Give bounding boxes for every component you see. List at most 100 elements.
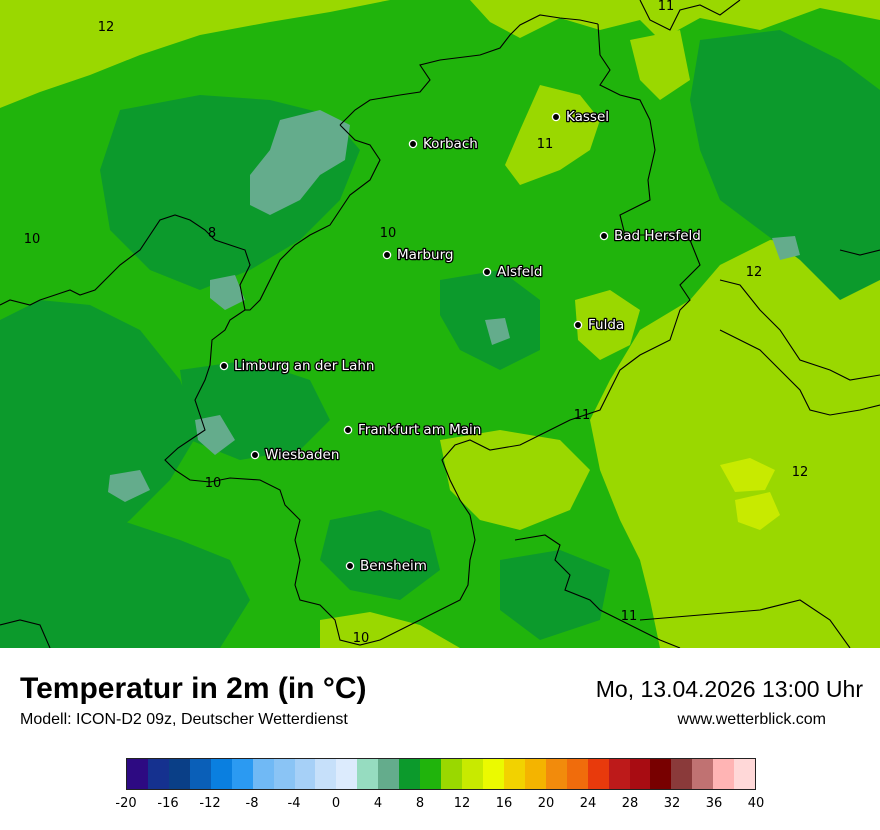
legend-swatch <box>189 759 211 789</box>
legend-swatch <box>462 759 483 789</box>
state-border-east-lower <box>719 329 880 416</box>
city-marburg: Marburg <box>382 246 455 264</box>
color-legend: -20 -16 -12 -8 -4 0 4 8 12 16 20 24 28 32 36 40 <box>105 755 775 825</box>
legend-swatch <box>273 759 295 789</box>
city-alsfeld: Alsfeld <box>482 263 544 281</box>
hesse-border <box>0 0 880 648</box>
legend-tick-label: 32 <box>663 796 681 811</box>
city-dot <box>345 561 355 571</box>
legend-tick-label: 36 <box>705 796 723 811</box>
temperature-field-layer <box>0 0 880 648</box>
legend-swatch <box>357 759 379 789</box>
isotherm-label: 10 <box>24 232 41 247</box>
valid-datetime: Mo, 13.04.2026 13:00 Uhr <box>595 676 863 702</box>
legend-swatch <box>127 759 148 789</box>
cold-spot-rothaar <box>250 110 350 215</box>
legend-tick-label: 40 <box>747 796 765 811</box>
isotherm-label: 11 <box>621 609 638 624</box>
city-dot <box>482 267 492 277</box>
isotherm-label: 12 <box>98 20 115 35</box>
city-label: Bensheim <box>360 558 427 574</box>
warm-zone-kassel <box>505 85 600 185</box>
city-dot <box>250 450 260 460</box>
state-border-southeast <box>514 534 681 648</box>
legend-tick-label: -8 <box>245 796 259 811</box>
legend-swatch <box>524 759 546 789</box>
cool-zone-southwest <box>0 520 250 648</box>
legend-swatch <box>147 759 169 789</box>
city-label: Frankfurt am Main <box>358 422 481 438</box>
city-label: Marburg <box>397 247 453 263</box>
city-label: Kassel <box>566 109 609 125</box>
state-border-south <box>639 599 851 648</box>
city-dot <box>219 361 229 371</box>
city-frankfurt-am-main: Frankfurt am Main <box>343 421 483 439</box>
legend-tick-label: 16 <box>495 796 513 811</box>
legend-swatch <box>587 759 609 789</box>
legend-color-bar <box>126 758 756 790</box>
cold-spot-vogelsberg <box>485 318 510 345</box>
city-label: Korbach <box>423 136 478 152</box>
isotherm-label: 10 <box>353 631 370 646</box>
legend-tick-label: 8 <box>415 796 425 811</box>
legend-swatch <box>252 759 274 789</box>
legend-tick-label: 0 <box>331 796 341 811</box>
legend-tick-label: -16 <box>157 796 179 811</box>
city-label: Fulda <box>588 317 624 333</box>
hesse-border-line <box>0 23 701 646</box>
isotherm-label: 8 <box>208 226 216 241</box>
legend-swatch <box>650 759 672 789</box>
city-dot <box>551 112 561 122</box>
legend-swatch <box>692 759 714 789</box>
state-border-northeast <box>639 0 741 31</box>
legend-swatch <box>566 759 588 789</box>
legend-tick-label: 24 <box>579 796 597 811</box>
isotherm-label: 11 <box>537 137 554 152</box>
city-dot <box>573 320 583 330</box>
map-title: Temperatur in 2m (in °C) <box>20 672 367 705</box>
legend-swatch <box>713 759 735 789</box>
legend-tick-label: -4 <box>287 796 301 811</box>
cool-zone-northeast <box>690 30 880 300</box>
cold-spot-northeast <box>772 236 800 260</box>
isotherm-label: 12 <box>792 465 809 480</box>
legend-swatch <box>420 759 442 789</box>
legend-tick-label: 4 <box>373 796 383 811</box>
legend-tick-label: 20 <box>537 796 555 811</box>
isotherm-labels: 12 11 11 10 8 10 12 11 12 10 11 10 <box>24 0 809 646</box>
cool-zone-odenwald <box>320 510 440 600</box>
warm-zone-east <box>590 230 880 648</box>
temperature-map: 12 11 11 10 8 10 12 11 12 10 11 10 Kassel Korbach Bad… <box>0 0 880 648</box>
warm-spot-northeast <box>630 30 690 100</box>
hesse-border-west-inner <box>245 124 381 311</box>
city-dot <box>599 231 609 241</box>
city-dot <box>408 139 418 149</box>
warm-zone-rhine <box>440 430 590 530</box>
website-link[interactable]: www.wetterblick.com <box>677 711 826 728</box>
cool-zone-spessart <box>500 550 610 640</box>
legend-swatch <box>168 759 190 789</box>
cold-spot-taunus <box>195 415 235 455</box>
legend-tick-label: -12 <box>199 796 221 811</box>
warm-zone-northwest <box>0 0 390 108</box>
legend-swatch <box>629 759 651 789</box>
city-label: Alsfeld <box>497 264 542 280</box>
city-dot <box>382 250 392 260</box>
hot-spot-east <box>720 458 775 492</box>
city-limburg-an-der-lahn: Limburg an der Lahn <box>219 357 376 375</box>
city-korbach: Korbach <box>408 135 479 153</box>
city-label: Wiesbaden <box>265 447 339 463</box>
legend-tick-label: -20 <box>115 796 137 811</box>
legend-swatch <box>294 759 316 789</box>
legend-swatch <box>608 759 630 789</box>
legend-swatch <box>399 759 421 789</box>
cool-zone-west <box>0 300 200 600</box>
cold-spot-southwest <box>108 470 150 502</box>
city-bad-hersfeld: Bad Hersfeld <box>599 227 702 245</box>
legend-swatch <box>378 759 400 789</box>
city-label: Limburg an der Lahn <box>234 358 374 374</box>
city-bensheim: Bensheim <box>345 557 428 575</box>
state-border-east-mid <box>719 279 880 381</box>
state-border-southwest <box>0 619 51 648</box>
isotherm-label: 12 <box>746 265 763 280</box>
